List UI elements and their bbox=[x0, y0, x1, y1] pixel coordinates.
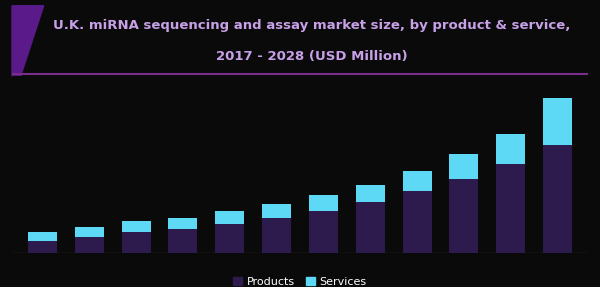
Bar bbox=[169, 218, 197, 229]
Bar bbox=[403, 191, 431, 253]
Bar bbox=[309, 195, 338, 212]
Bar bbox=[75, 227, 104, 236]
Bar bbox=[403, 171, 431, 191]
Bar bbox=[496, 164, 525, 253]
Bar bbox=[356, 185, 385, 202]
Bar bbox=[356, 202, 385, 253]
Bar bbox=[28, 232, 57, 241]
Bar bbox=[449, 154, 478, 179]
Bar bbox=[543, 98, 572, 145]
Bar bbox=[122, 221, 151, 232]
Bar bbox=[262, 204, 291, 218]
Bar bbox=[262, 218, 291, 253]
Text: U.K. miRNA sequencing and assay market size, by product & service,: U.K. miRNA sequencing and assay market s… bbox=[53, 19, 570, 32]
Bar bbox=[169, 229, 197, 253]
Bar bbox=[309, 212, 338, 253]
Text: 2017 - 2028 (USD Million): 2017 - 2028 (USD Million) bbox=[216, 50, 407, 63]
Bar bbox=[496, 134, 525, 164]
Bar bbox=[215, 224, 244, 253]
Bar bbox=[28, 241, 57, 253]
Legend: Products, Services: Products, Services bbox=[229, 272, 371, 287]
Bar bbox=[543, 145, 572, 253]
Polygon shape bbox=[12, 6, 44, 76]
Bar bbox=[122, 232, 151, 253]
Bar bbox=[75, 236, 104, 253]
Bar bbox=[449, 179, 478, 253]
Bar bbox=[215, 212, 244, 224]
